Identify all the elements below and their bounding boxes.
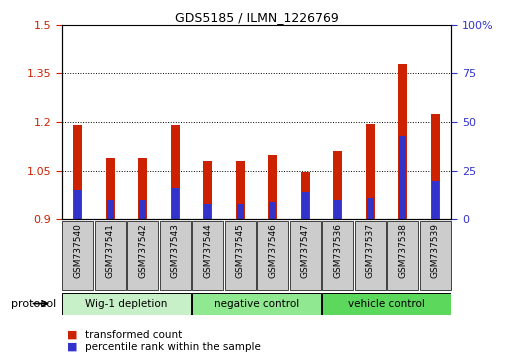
Bar — [301, 172, 310, 219]
FancyBboxPatch shape — [62, 221, 93, 290]
Text: GSM737546: GSM737546 — [268, 223, 277, 278]
Bar — [74, 190, 82, 219]
FancyBboxPatch shape — [354, 221, 386, 290]
Bar — [367, 198, 374, 219]
Text: transformed count: transformed count — [85, 330, 182, 339]
FancyBboxPatch shape — [290, 221, 321, 290]
FancyBboxPatch shape — [322, 221, 353, 290]
Text: ■: ■ — [67, 342, 77, 352]
Bar — [107, 200, 114, 219]
Bar — [204, 204, 211, 219]
Text: GSM737542: GSM737542 — [139, 223, 147, 278]
Text: GSM737543: GSM737543 — [171, 223, 180, 278]
Bar — [430, 114, 440, 219]
Bar — [333, 151, 342, 219]
Bar — [138, 158, 147, 219]
FancyBboxPatch shape — [322, 292, 451, 315]
Bar — [431, 181, 439, 219]
FancyBboxPatch shape — [387, 221, 418, 290]
Bar — [399, 136, 406, 219]
FancyBboxPatch shape — [420, 221, 451, 290]
Bar — [172, 188, 179, 219]
Text: negative control: negative control — [214, 298, 299, 309]
Bar — [334, 200, 341, 219]
Bar — [269, 202, 277, 219]
Bar — [236, 204, 244, 219]
Text: GSM737547: GSM737547 — [301, 223, 310, 278]
Bar — [73, 125, 83, 219]
Text: GSM737536: GSM737536 — [333, 223, 342, 278]
Bar — [268, 155, 278, 219]
Text: GSM737544: GSM737544 — [203, 223, 212, 278]
FancyBboxPatch shape — [192, 221, 223, 290]
FancyBboxPatch shape — [62, 292, 191, 315]
Text: vehicle control: vehicle control — [348, 298, 425, 309]
Text: GSM737541: GSM737541 — [106, 223, 115, 278]
Bar — [106, 158, 115, 219]
FancyBboxPatch shape — [257, 221, 288, 290]
FancyBboxPatch shape — [225, 221, 256, 290]
FancyBboxPatch shape — [192, 292, 321, 315]
Text: Wig-1 depletion: Wig-1 depletion — [85, 298, 168, 309]
Text: GSM737540: GSM737540 — [73, 223, 82, 278]
Text: GSM737537: GSM737537 — [366, 223, 374, 278]
Bar — [203, 161, 212, 219]
Bar — [235, 161, 245, 219]
Text: percentile rank within the sample: percentile rank within the sample — [85, 342, 261, 352]
Bar — [139, 200, 146, 219]
Text: GSM737538: GSM737538 — [398, 223, 407, 278]
FancyBboxPatch shape — [95, 221, 126, 290]
Bar — [171, 125, 180, 219]
FancyBboxPatch shape — [160, 221, 191, 290]
Text: GSM737539: GSM737539 — [431, 223, 440, 278]
FancyBboxPatch shape — [127, 221, 159, 290]
Title: GDS5185 / ILMN_1226769: GDS5185 / ILMN_1226769 — [174, 11, 339, 24]
Bar — [366, 124, 375, 219]
Text: ■: ■ — [67, 330, 77, 339]
Bar — [398, 64, 407, 219]
Text: protocol: protocol — [11, 298, 56, 309]
Text: GSM737545: GSM737545 — [236, 223, 245, 278]
Bar — [302, 192, 309, 219]
